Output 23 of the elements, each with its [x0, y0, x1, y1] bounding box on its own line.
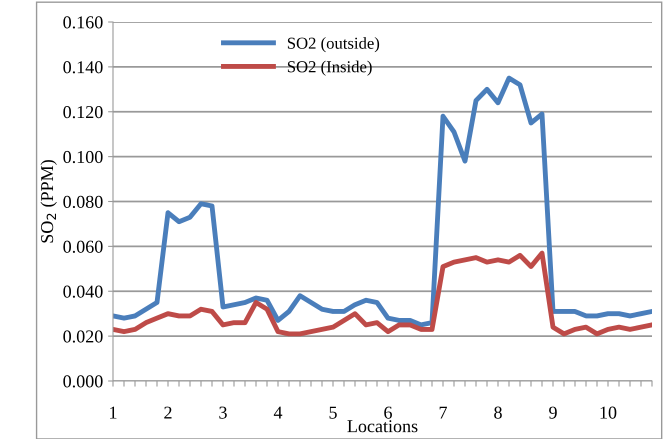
x-tick-label: 10 [600, 406, 616, 419]
y-tick-label: 0.080 [63, 196, 103, 208]
legend-label: SO2 (Inside) [288, 60, 372, 76]
y-tick-label: 0.000 [63, 375, 103, 388]
x-tick-label: 8 [494, 406, 502, 419]
x-tick-label: 7 [440, 406, 447, 419]
y-tick-label: 0.160 [63, 16, 103, 29]
x-tick-label: 2 [164, 406, 172, 419]
x-tick-label: 1 [110, 406, 116, 419]
y-tick-label: 0.040 [63, 286, 103, 298]
y-tick-label: 0.120 [63, 106, 103, 118]
y-axis-title: SO$_{2}$ (PPM) [40, 160, 57, 243]
x-tick-label: 6 [384, 406, 392, 419]
x-tick-label: 4 [274, 406, 282, 419]
x-tick-label: 3 [219, 406, 227, 419]
x-tick-label: 5 [330, 406, 337, 419]
y-tick-label: 0.140 [63, 61, 103, 74]
y-tick-label: 0.060 [63, 240, 103, 253]
y-tick-label: 0.100 [63, 150, 103, 164]
y-tick-label: 0.020 [63, 330, 103, 343]
legend-label: SO2 (outside) [288, 37, 380, 52]
x-axis-title: Locations [347, 420, 418, 432]
x-tick-label: 9 [549, 406, 557, 419]
